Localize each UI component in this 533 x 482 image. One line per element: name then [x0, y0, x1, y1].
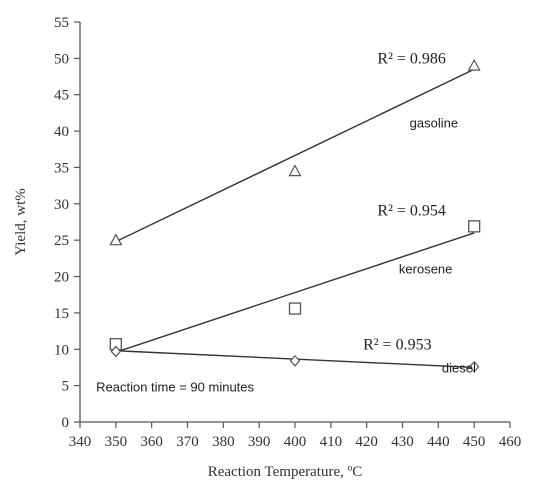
x-tick-label: 410	[320, 434, 343, 450]
x-tick-label: 380	[212, 434, 235, 450]
x-tick-label: 360	[140, 434, 163, 450]
x-ticks: 340 350 360 370 380 390 400 410 420 430 440 450 460	[69, 422, 522, 450]
y-tick-label: 50	[54, 51, 69, 67]
gasoline-trendline	[115, 68, 475, 243]
x-tick-label: 460	[499, 434, 522, 450]
y-axis-title: Yield, wt%	[13, 188, 29, 256]
y-tick-label: 0	[62, 415, 70, 431]
y-tick-label: 20	[54, 270, 69, 286]
y-tick-label: 35	[54, 160, 69, 176]
y-tick-label: 40	[54, 124, 69, 140]
kerosene-point	[468, 220, 481, 233]
x-tick-label: 350	[105, 434, 128, 450]
x-tick-label: 390	[248, 434, 271, 450]
series-label: gasoline	[410, 115, 458, 130]
y-tick-label: 10	[54, 342, 69, 358]
x-tick-label: 430	[391, 434, 414, 450]
gasoline-point	[109, 233, 123, 246]
series-label: diesel	[442, 361, 476, 376]
y-tick-label: 5	[62, 379, 70, 395]
x-tick-label: 450	[463, 434, 486, 450]
x-tick-label: 400	[284, 434, 307, 450]
y-tick-label: 15	[54, 306, 69, 322]
x-tick-label: 420	[355, 434, 378, 450]
y-tick-label: 55	[54, 15, 69, 31]
x-tick-label: 340	[69, 434, 92, 450]
y-ticks: 0 5 10 15 20 25 30 35 40 45 50 55	[54, 15, 80, 431]
annotations: R² = 0.986 gasoline R² = 0.954 kerosene R² =…	[96, 50, 476, 394]
kerosene-trendline	[115, 232, 475, 353]
gasoline-point	[288, 164, 302, 177]
series-label: kerosene	[399, 262, 452, 277]
y-tick-label: 45	[54, 88, 69, 104]
y-tick-label: 30	[54, 197, 69, 213]
r-squared-label: R² = 0.986	[377, 50, 446, 67]
x-tick-label: 440	[427, 434, 450, 450]
series-label: Reaction time = 90 minutes	[96, 379, 254, 394]
x-tick-label: 370	[176, 434, 199, 450]
diesel-point	[468, 360, 480, 373]
diesel-point	[289, 355, 301, 367]
gasoline-point	[467, 58, 481, 71]
kerosene-point	[288, 302, 302, 315]
r-squared-label: R² = 0.954	[377, 202, 446, 219]
x-axis-title: Reaction Temperature, ºC	[208, 464, 363, 480]
r-squared-label: R² = 0.953	[363, 336, 432, 353]
data-markers	[109, 58, 481, 373]
diesel-point	[110, 345, 122, 358]
y-tick-label: 25	[54, 233, 69, 249]
